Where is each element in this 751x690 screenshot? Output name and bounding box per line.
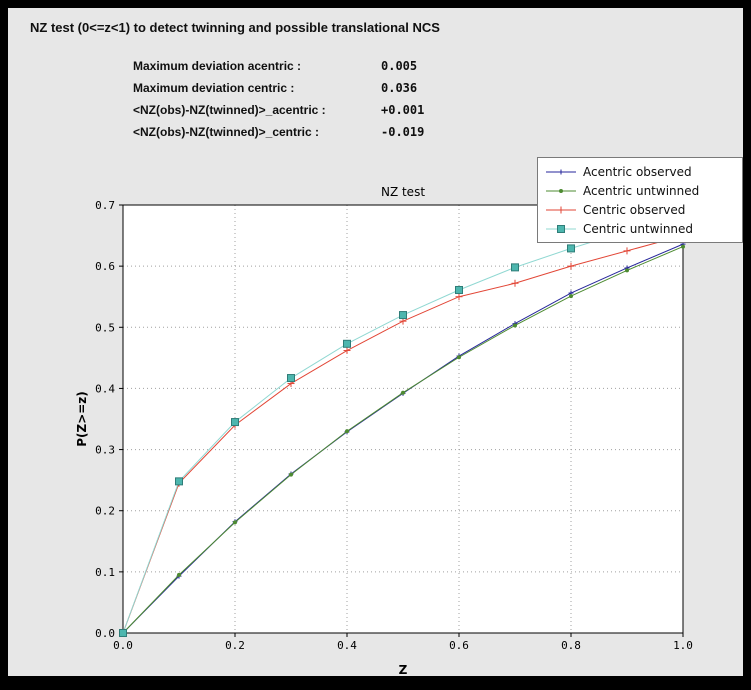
- chart-canvas[interactable]: 0.0 0.2 0.4 0.6 0.8 1.0 0.0 0.1 0.2 0.3 0.4 0.5 0.6 0…: [8, 150, 743, 676]
- stat-value: -0.019: [381, 125, 425, 139]
- legend-label: Centric observed: [583, 202, 686, 217]
- svg-text:0.4: 0.4: [95, 382, 115, 395]
- svg-text:0.2: 0.2: [225, 639, 245, 652]
- legend-sample: [546, 188, 576, 193]
- legend-label: Centric untwinned: [583, 221, 694, 236]
- legend-sample: [546, 206, 576, 213]
- svg-text:0.6: 0.6: [449, 639, 469, 652]
- svg-text:0.1: 0.1: [95, 566, 115, 579]
- legend-label: Acentric observed: [583, 164, 692, 179]
- svg-text:0.8: 0.8: [561, 639, 581, 652]
- svg-text:0.0: 0.0: [113, 639, 133, 652]
- svg-text:0.0: 0.0: [95, 627, 115, 640]
- legend-item-centric-observed: Centric observed: [540, 200, 740, 219]
- svg-text:0.6: 0.6: [95, 260, 115, 273]
- stat-label: Maximum deviation acentric :: [133, 59, 302, 73]
- stats-block: Maximum deviation acentric : 0.005 Maxim…: [133, 55, 424, 143]
- stat-value: 0.005: [381, 59, 418, 73]
- svg-text:0.3: 0.3: [95, 444, 115, 457]
- stat-label: <NZ(obs)-NZ(twinned)>_centric :: [133, 125, 320, 139]
- stat-label: Maximum deviation centric :: [133, 81, 295, 95]
- stat-row: Maximum deviation acentric : 0.005: [133, 55, 424, 77]
- stat-row: <NZ(obs)-NZ(twinned)>_acentric : +0.001: [133, 99, 424, 121]
- stat-row: Maximum deviation centric : 0.036: [133, 77, 424, 99]
- svg-text:NZ test: NZ test: [381, 185, 425, 199]
- svg-text:P(Z>=z): P(Z>=z): [75, 391, 89, 447]
- chart-legend: Acentric observed Acentric untwinned Cen…: [537, 157, 743, 243]
- svg-text:Z: Z: [399, 663, 408, 676]
- legend-item-centric-untwinned: Centric untwinned: [540, 219, 740, 238]
- legend-item-acentric-observed: Acentric observed: [540, 162, 740, 181]
- stat-row: <NZ(obs)-NZ(twinned)>_centric : -0.019: [133, 121, 424, 143]
- svg-text:0.7: 0.7: [95, 199, 115, 212]
- plot-panel: NZ test (0<=z<1) to detect twinning and …: [8, 8, 743, 676]
- svg-text:0.5: 0.5: [95, 321, 115, 334]
- svg-text:0.4: 0.4: [337, 639, 357, 652]
- svg-text:1.0: 1.0: [673, 639, 693, 652]
- svg-text:0.2: 0.2: [95, 505, 115, 518]
- legend-label: Acentric untwinned: [583, 183, 700, 198]
- legend-sample: [546, 169, 576, 174]
- stat-value: +0.001: [381, 103, 425, 117]
- stat-label: <NZ(obs)-NZ(twinned)>_acentric :: [133, 103, 326, 117]
- legend-sample: [546, 224, 576, 233]
- stat-value: 0.036: [381, 81, 418, 95]
- legend-item-acentric-untwinned: Acentric untwinned: [540, 181, 740, 200]
- page-title: NZ test (0<=z<1) to detect twinning and …: [30, 20, 440, 35]
